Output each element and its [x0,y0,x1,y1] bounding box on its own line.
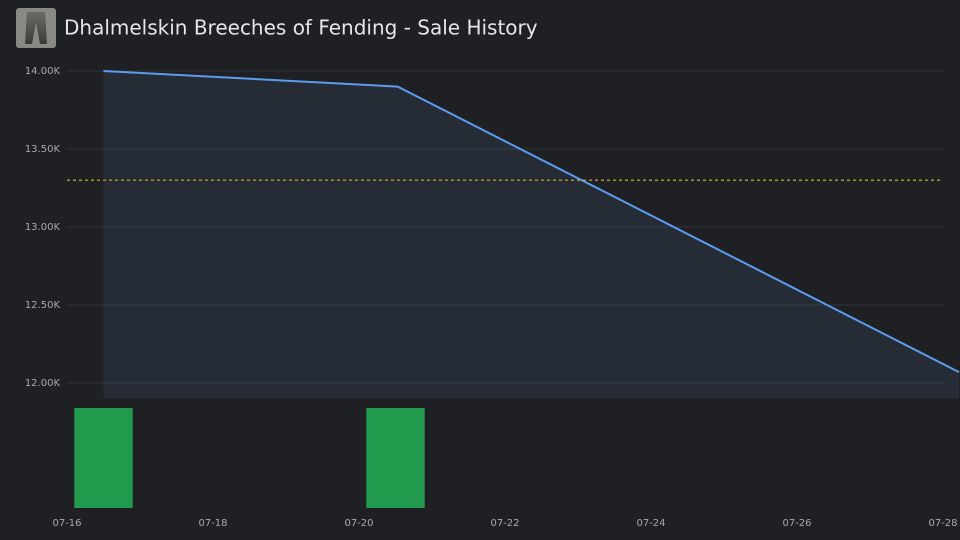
item-icon [16,8,56,48]
area [103,71,960,399]
y-tick-label: 13.00K [25,222,61,233]
x-tick-label: 07-28 [928,518,957,529]
x-tick-label: 07-20 [344,518,373,529]
x-tick-label: 07-22 [490,518,519,529]
y-tick-label: 12.00K [25,378,61,389]
chart-title: Dhalmelskin Breeches of Fending - Sale H… [64,16,538,40]
x-tick-label: 07-26 [782,518,811,529]
y-tick-label: 14.00K [25,66,61,77]
volume-bar [74,408,133,508]
price-line [103,70,960,373]
x-tick-label: 07-18 [198,518,227,529]
volume-bar [366,408,425,508]
x-tick-label: 07-24 [636,518,665,529]
y-tick-label: 12.50K [25,300,61,311]
x-tick-label: 07-16 [52,518,81,529]
y-tick-label: 13.50K [25,144,61,155]
